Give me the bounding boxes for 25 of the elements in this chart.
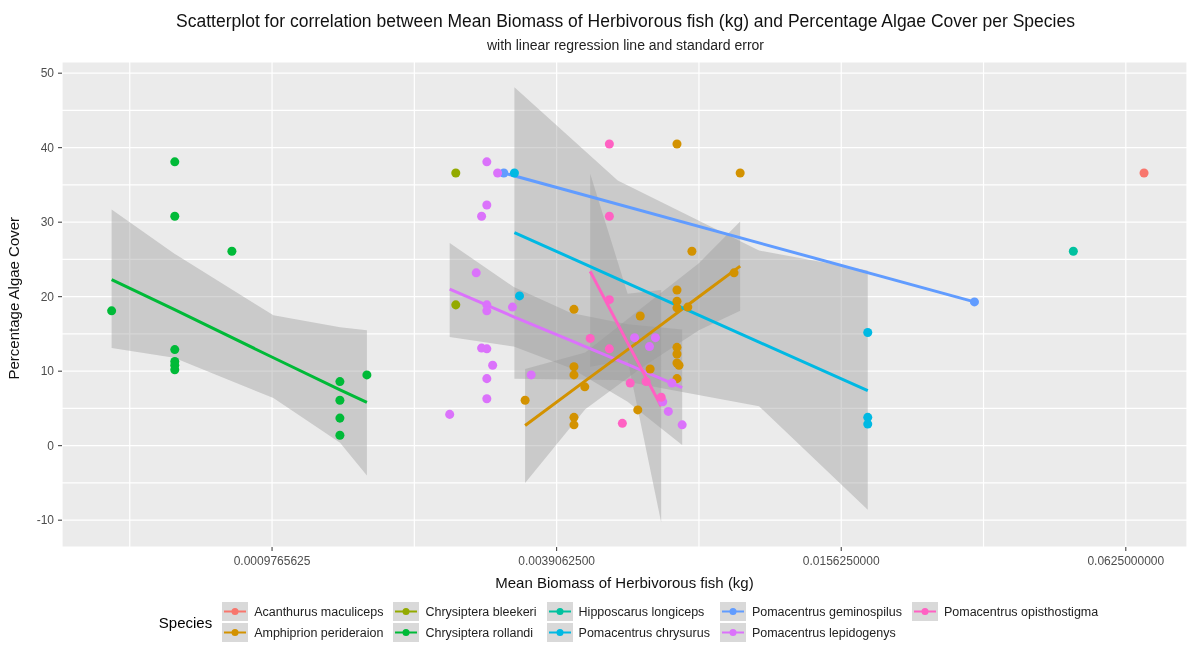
legend-label: Hipposcarus longiceps bbox=[577, 603, 706, 621]
legend-label: Chrysiptera rollandi bbox=[424, 624, 535, 642]
legend-label: Pomacentrus opisthostigma bbox=[942, 603, 1099, 621]
legend-label: Pomacentrus chrysurus bbox=[577, 624, 710, 642]
legend-label: Acanthurus maculiceps bbox=[253, 603, 384, 621]
y-tick-label: 10 bbox=[40, 364, 55, 379]
legend-label: Chrysiptera bleekeri bbox=[424, 603, 537, 621]
legend-label: Pomacentrus geminospilus bbox=[750, 603, 902, 621]
x-tick-label: 0.0009765625 bbox=[233, 554, 311, 568]
y-tick-label: 20 bbox=[40, 289, 55, 304]
x-tick-label: 0.0625000000 bbox=[1087, 554, 1165, 568]
legend-label: Pomacentrus lepidogenys bbox=[750, 624, 897, 642]
x-tick-label: 0.0039062500 bbox=[518, 554, 596, 568]
x-tick-label: 0.0156250000 bbox=[802, 554, 880, 568]
legend-title: Species bbox=[158, 613, 213, 631]
legend-label: Amphiprion perideraion bbox=[253, 624, 384, 642]
y-tick-label: -10 bbox=[36, 513, 55, 528]
y-tick-label: 40 bbox=[40, 140, 55, 155]
chart-title: Scatterplot for correlation between Mean Biomass of Herbivorous fish (kg) and Percentage Algae Cover per Species bbox=[175, 10, 1076, 32]
y-tick-label: 30 bbox=[40, 215, 55, 230]
y-tick-label: 50 bbox=[40, 66, 55, 81]
y-axis-title: Percentage Algae Cover bbox=[5, 216, 23, 380]
chart-subtitle: with linear regression line and standard error bbox=[485, 36, 765, 55]
x-axis-title: Mean Biomass of Herbivorous fish (kg) bbox=[495, 574, 754, 591]
y-tick-label: 0 bbox=[47, 438, 55, 453]
